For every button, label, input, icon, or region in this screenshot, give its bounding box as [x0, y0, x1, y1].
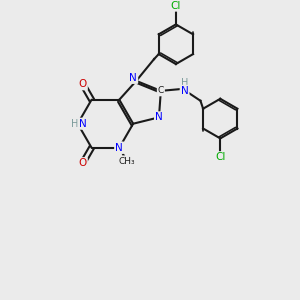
Text: O: O: [79, 158, 87, 168]
Text: N: N: [181, 86, 188, 96]
Text: Cl: Cl: [215, 152, 226, 162]
Text: N: N: [155, 112, 163, 122]
Text: CH₃: CH₃: [119, 157, 136, 166]
Text: N: N: [79, 119, 86, 129]
Text: N: N: [116, 143, 123, 153]
Text: C: C: [158, 86, 164, 95]
Text: H: H: [71, 119, 78, 129]
Text: Cl: Cl: [171, 1, 181, 10]
Text: H: H: [181, 78, 188, 88]
Text: N: N: [116, 143, 123, 153]
Text: O: O: [79, 79, 87, 89]
Text: N: N: [129, 73, 137, 83]
Text: N: N: [123, 157, 131, 166]
